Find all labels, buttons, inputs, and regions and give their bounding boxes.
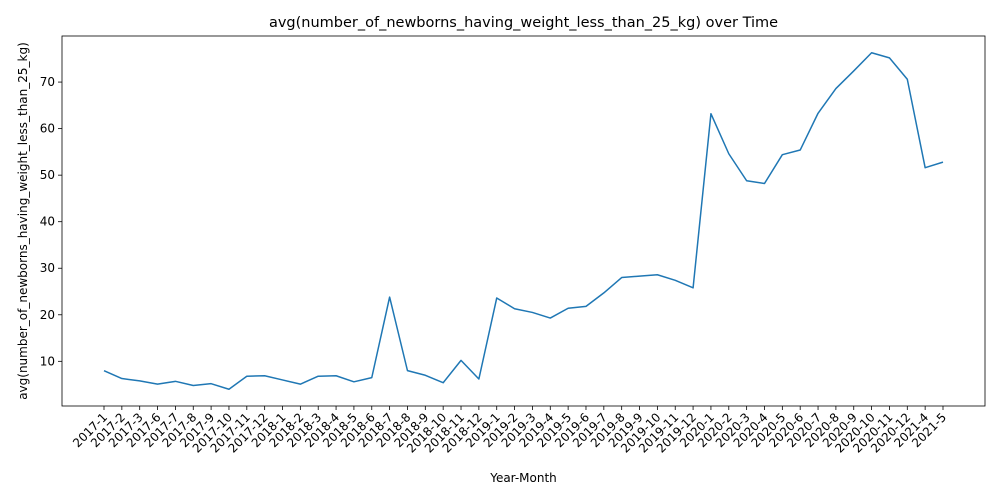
data-point — [655, 273, 659, 277]
data-point — [120, 377, 124, 381]
chart-title: avg(number_of_newborns_having_weight_les… — [269, 15, 778, 31]
data-point — [423, 373, 427, 377]
data-point — [281, 378, 285, 382]
data-point — [923, 166, 927, 170]
data-point — [602, 291, 606, 295]
data-point — [156, 382, 160, 386]
data-point — [691, 286, 695, 290]
data-point — [638, 274, 642, 278]
data-point — [905, 77, 909, 81]
data-point — [459, 358, 463, 362]
y-tick-label: 60 — [40, 122, 55, 136]
data-point — [316, 374, 320, 378]
x-axis-label: Year-Month — [489, 471, 557, 485]
data-points — [102, 51, 945, 391]
y-tick-label: 50 — [40, 168, 55, 182]
data-point — [870, 51, 874, 55]
data-point — [762, 182, 766, 186]
plot-area-frame — [61, 35, 986, 407]
data-point — [227, 387, 231, 391]
data-point — [209, 382, 213, 386]
data-point — [887, 56, 891, 60]
data-point — [566, 306, 570, 310]
data-point — [495, 296, 499, 300]
data-point — [548, 316, 552, 320]
data-point — [852, 69, 856, 73]
data-point — [388, 295, 392, 299]
y-axis-label: avg(number_of_newborns_having_weight_les… — [16, 42, 30, 400]
data-point — [941, 160, 945, 164]
data-point — [191, 384, 195, 388]
y-tick-label: 70 — [40, 75, 55, 89]
y-tick-label: 20 — [40, 308, 55, 322]
data-point — [334, 374, 338, 378]
data-point — [709, 112, 713, 116]
data-point — [370, 376, 374, 380]
data-point — [780, 153, 784, 157]
data-point — [263, 374, 267, 378]
y-tick-label: 30 — [40, 261, 55, 275]
y-tick-label: 40 — [40, 215, 55, 229]
data-point — [834, 87, 838, 91]
data-point — [298, 382, 302, 386]
data-point — [441, 381, 445, 385]
data-point — [513, 307, 517, 311]
data-point — [620, 276, 624, 280]
data-point — [584, 304, 588, 308]
data-point — [477, 377, 481, 381]
data-point — [173, 379, 177, 383]
data-point — [816, 111, 820, 115]
x-axis-ticks: 2017-12017-22017-32017-62017-72017-82017… — [70, 406, 949, 456]
data-point — [530, 310, 534, 314]
data-point — [138, 379, 142, 383]
data-point — [745, 179, 749, 183]
data-point — [102, 369, 106, 373]
data-point — [673, 278, 677, 282]
y-axis-ticks: 10 20 30 40 50 60 70 — [40, 75, 62, 368]
data-point — [727, 152, 731, 156]
data-point — [405, 369, 409, 373]
data-point — [352, 380, 356, 384]
data-point — [245, 374, 249, 378]
data-point — [798, 148, 802, 152]
y-tick-label: 10 — [40, 354, 55, 368]
series-line — [103, 52, 944, 390]
